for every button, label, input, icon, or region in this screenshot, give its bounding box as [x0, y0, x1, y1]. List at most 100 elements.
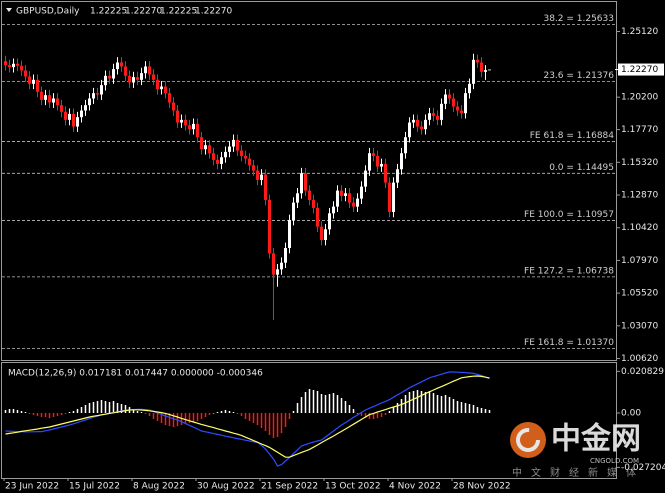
- candle-body: [388, 182, 391, 212]
- macd-histogram-bar: [420, 391, 423, 413]
- candle-body: [464, 93, 467, 114]
- y-tick-label: 1.07970: [621, 256, 658, 266]
- candle-body: [152, 74, 155, 80]
- macd-histogram-bar: [248, 413, 251, 421]
- candle-body: [84, 105, 87, 111]
- candle-body: [360, 186, 363, 199]
- candle-body: [364, 170, 367, 187]
- candle-body: [220, 157, 223, 164]
- macd-histogram-bar: [92, 402, 95, 413]
- macd-histogram-bar: [156, 413, 159, 421]
- macd-y-tick-label: 0.020829: [621, 367, 664, 377]
- macd-histogram-bar: [96, 401, 99, 413]
- level-label: 23.6 = 1.21376: [543, 71, 614, 81]
- candle-body: [120, 62, 123, 67]
- macd-histogram-bar: [288, 413, 291, 419]
- candle-body: [300, 173, 303, 194]
- candle-body: [396, 169, 399, 183]
- macd-histogram-bar: [204, 413, 207, 417]
- macd-histogram-bar: [120, 404, 123, 413]
- macd-histogram-bar: [464, 403, 467, 413]
- macd-histogram-bar: [24, 412, 27, 413]
- candle-body: [484, 70, 487, 72]
- candle-body: [448, 94, 451, 99]
- candle-body: [272, 253, 275, 275]
- candle-body: [240, 150, 243, 156]
- macd-histogram-bar: [360, 413, 363, 416]
- candle-body: [280, 262, 283, 270]
- macd-histogram-bar: [292, 411, 295, 413]
- candle-body: [424, 119, 427, 130]
- candle-body: [132, 77, 135, 83]
- candle-body: [284, 248, 287, 263]
- macd-histogram-bar: [140, 412, 143, 413]
- macd-histogram-bar: [188, 413, 191, 423]
- macd-histogram-bar: [32, 413, 35, 415]
- candle-body: [304, 173, 307, 191]
- candle-body: [136, 77, 139, 80]
- candle-body: [44, 95, 47, 100]
- macd-histogram-bar: [460, 402, 463, 413]
- candle-body: [116, 62, 119, 70]
- candle-body: [140, 73, 143, 80]
- macd-histogram-bar: [264, 413, 267, 431]
- candle-body: [356, 198, 359, 207]
- macd-histogram-bar: [116, 403, 119, 413]
- candle-body: [452, 98, 455, 107]
- macd-histogram-bar: [252, 413, 255, 423]
- macd-histogram-bar: [80, 407, 83, 413]
- candle-body: [340, 190, 343, 196]
- macd-histogram-bar: [208, 413, 211, 415]
- candle-body: [472, 59, 475, 84]
- ohlc-label: 1.22270: [125, 7, 162, 17]
- macd-histogram-bar: [4, 410, 7, 413]
- macd-histogram-bar: [184, 413, 187, 424]
- macd-histogram-bar: [196, 413, 199, 421]
- macd-histogram-bar: [300, 397, 303, 413]
- macd-histogram-bar: [352, 409, 355, 413]
- candle-body: [156, 79, 159, 90]
- macd-histogram-bar: [256, 413, 259, 425]
- candle-body: [124, 66, 127, 76]
- candle-body: [408, 122, 411, 138]
- candle-body: [412, 119, 415, 123]
- candle-body: [92, 93, 95, 99]
- candle-body: [244, 155, 247, 159]
- candle-body: [88, 98, 91, 106]
- macd-histogram-bar: [308, 389, 311, 413]
- candle-body: [216, 159, 219, 164]
- level-label: FE 161.8 = 1.01370: [524, 338, 614, 348]
- candle-body: [208, 145, 211, 154]
- candle-body: [236, 139, 239, 151]
- macd-histogram-bar: [324, 395, 327, 413]
- logo-slogan: 中文财经新媒体: [512, 466, 645, 479]
- candle-body: [28, 76, 31, 84]
- macd-histogram-bar: [416, 390, 419, 413]
- macd-main-line: [5, 371, 490, 467]
- candle-body: [480, 62, 483, 72]
- candle-body: [368, 153, 371, 171]
- macd-histogram-bar: [488, 410, 491, 413]
- candle-body: [252, 165, 255, 171]
- macd-histogram-bar: [268, 413, 271, 435]
- candle-body: [456, 106, 459, 111]
- macd-histogram-bar: [332, 393, 335, 413]
- macd-histogram-bar: [444, 395, 447, 413]
- macd-histogram-bar: [52, 413, 55, 417]
- macd-histogram-bar: [476, 407, 479, 413]
- macd-histogram-bar: [112, 401, 115, 413]
- candle-body: [148, 66, 151, 75]
- macd-histogram-bar: [136, 411, 139, 413]
- x-tick-label: 23 Jun 2022: [5, 482, 59, 492]
- main-panel-frame: [1, 1, 617, 361]
- macd-histogram-bar: [368, 413, 371, 419]
- macd-histogram-bar: [8, 409, 11, 413]
- candle-body: [256, 170, 259, 180]
- macd-histogram-bar: [132, 409, 135, 413]
- macd-histogram-bar: [392, 407, 395, 413]
- candle-body: [20, 65, 23, 71]
- macd-histogram-bar: [84, 405, 87, 413]
- candle-body: [112, 69, 115, 79]
- candle-body: [8, 65, 11, 68]
- candle-body: [64, 111, 67, 120]
